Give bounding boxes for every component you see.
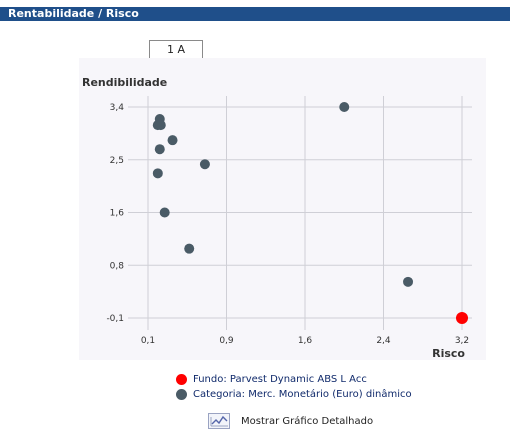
line-chart-icon bbox=[208, 413, 230, 429]
x-tick-label: 3,2 bbox=[455, 336, 469, 346]
y-axis-label: Rendibilidade bbox=[82, 76, 167, 89]
y-tick-label: 2,5 bbox=[110, 156, 124, 166]
tab-1a[interactable]: 1 A bbox=[149, 40, 203, 59]
category-data-point[interactable] bbox=[167, 135, 178, 146]
category-data-point[interactable] bbox=[152, 168, 163, 179]
x-tick-label: 1,6 bbox=[298, 336, 313, 346]
y-tick-label: 1,6 bbox=[110, 209, 125, 219]
category-data-point[interactable] bbox=[155, 120, 166, 131]
category-data-point[interactable] bbox=[199, 159, 210, 170]
legend-category-marker bbox=[176, 388, 187, 400]
fund-data-point[interactable] bbox=[456, 312, 468, 324]
legend-fund-marker bbox=[176, 373, 187, 385]
chart-panel bbox=[79, 58, 486, 360]
category-data-point[interactable] bbox=[184, 243, 195, 254]
y-tick-label: 3,4 bbox=[110, 103, 125, 113]
show-detailed-chart-label: Mostrar Gráfico Detalhado bbox=[241, 415, 374, 427]
legend-fund-label: Fundo: Parvest Dynamic ABS L Acc bbox=[193, 373, 367, 385]
category-data-point[interactable] bbox=[154, 144, 165, 155]
section-header: Rentabilidade / Risco bbox=[0, 7, 510, 21]
x-tick-labels: 0,1 0,9 1,6 2,4 3,2 bbox=[141, 336, 469, 346]
category-data-point[interactable] bbox=[339, 102, 350, 112]
y-tick-label: 0,8 bbox=[110, 261, 125, 271]
show-detailed-chart-link[interactable]: Mostrar Gráfico Detalhado bbox=[208, 413, 373, 429]
x-tick-label: 2,4 bbox=[376, 336, 391, 346]
legend-item-fund: Fundo: Parvest Dynamic ABS L Acc bbox=[176, 372, 412, 386]
legend-item-category: Categoria: Merc. Monetário (Euro) dinâmi… bbox=[176, 387, 412, 401]
x-tick-label: 0,9 bbox=[219, 336, 234, 346]
category-data-point[interactable] bbox=[403, 276, 414, 287]
legend-category-label: Categoria: Merc. Monetário (Euro) dinâmi… bbox=[193, 388, 412, 400]
x-tick-label: 0,1 bbox=[141, 336, 155, 346]
data-points bbox=[152, 102, 468, 324]
x-axis-label: Risco bbox=[432, 347, 465, 360]
chart-legend: Fundo: Parvest Dynamic ABS L Acc Categor… bbox=[176, 372, 412, 402]
category-data-point[interactable] bbox=[159, 207, 170, 218]
y-tick-label: -0,1 bbox=[106, 314, 124, 324]
chart-grid bbox=[128, 96, 472, 330]
section-title: Rentabilidade / Risco bbox=[8, 7, 139, 20]
y-tick-labels: 3,4 2,5 1,6 0,8 -0,1 bbox=[106, 103, 124, 324]
